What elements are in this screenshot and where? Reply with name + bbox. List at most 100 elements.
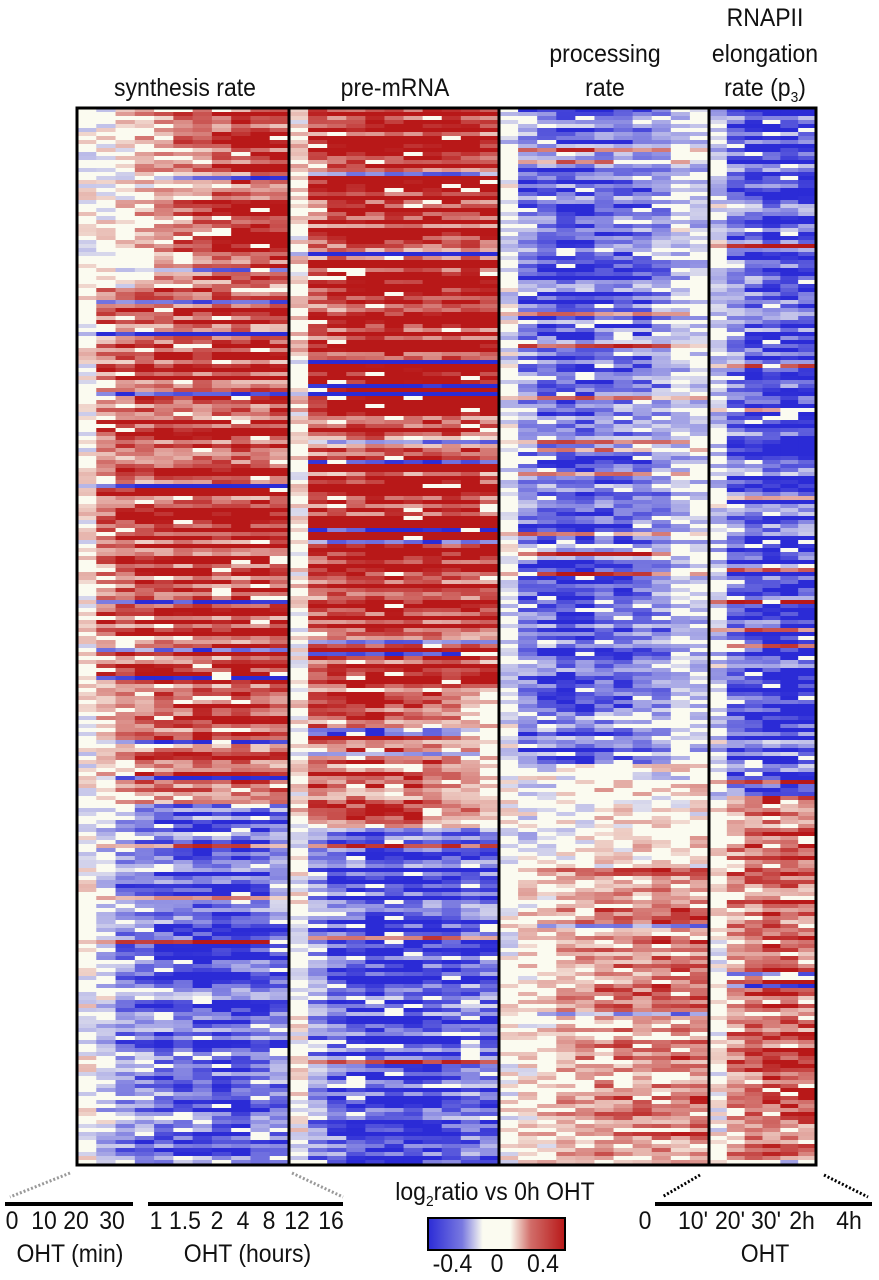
heatmap-cell: [384, 472, 404, 476]
heatmap-cell: [365, 752, 385, 756]
heatmap-cell: [365, 248, 385, 252]
heatmap-cell: [212, 132, 232, 136]
heatmap-cell: [96, 616, 116, 620]
heatmap-cell: [461, 708, 481, 712]
heatmap-cell: [96, 904, 116, 908]
heatmap-cell: [96, 272, 116, 276]
heatmap-cell: [212, 296, 232, 300]
heatmap-cell: [461, 672, 481, 676]
heatmap-cell: [135, 820, 155, 824]
heatmap-cell: [250, 264, 270, 268]
heatmap-cell: [442, 628, 462, 632]
heatmap-cell: [135, 1080, 155, 1084]
heatmap-cell: [384, 768, 404, 772]
heatmap-cell: [404, 476, 424, 480]
heatmap-cell: [308, 396, 328, 400]
heatmap-cell: [173, 948, 193, 952]
heatmap-cell: [384, 660, 404, 664]
heatmap-cell: [404, 592, 424, 596]
heatmap-cell: [327, 736, 347, 740]
heatmap-cell: [289, 120, 309, 124]
heatmap-cell: [173, 696, 193, 700]
heatmap-cell: [289, 828, 309, 832]
heatmap-cell: [480, 260, 500, 264]
heatmap-cell: [154, 464, 174, 468]
heatmap-cell: [154, 528, 174, 532]
heatmap-cell: [193, 612, 213, 616]
heatmap-cell: [384, 608, 404, 612]
heatmap-cell: [423, 640, 443, 644]
heatmap-cell: [442, 328, 462, 332]
heatmap-cell: [270, 208, 290, 212]
heatmap-cell: [308, 544, 328, 548]
heatmap-cell: [480, 236, 500, 240]
heatmap-cell: [173, 820, 193, 824]
heatmap-cell: [96, 560, 116, 564]
heatmap-cell: [270, 536, 290, 540]
heatmap-cell: [231, 184, 251, 188]
heatmap-cell: [327, 484, 347, 488]
heatmap-cell: [116, 500, 136, 504]
heatmap-cell: [96, 400, 116, 404]
heatmap-cell: [77, 796, 97, 800]
heatmap-cell: [96, 720, 116, 724]
heatmap-cell: [212, 372, 232, 376]
heatmap-cell: [250, 1040, 270, 1044]
heatmap-cell: [154, 776, 174, 780]
heatmap-cell: [404, 344, 424, 348]
heatmap-cell: [173, 620, 193, 624]
heatmap-cell: [193, 1112, 213, 1116]
heatmap-cell: [480, 180, 500, 184]
heatmap-cell: [193, 480, 213, 484]
heatmap-cell: [270, 320, 290, 324]
heatmap-cell: [231, 592, 251, 596]
heatmap-cell: [250, 1084, 270, 1088]
heatmap-cell: [327, 696, 347, 700]
heatmap-cell: [212, 792, 232, 796]
heatmap-cell: [212, 608, 232, 612]
heatmap-cell: [250, 388, 270, 392]
heatmap-cell: [212, 468, 232, 472]
heatmap-cell: [384, 432, 404, 436]
heatmap-cell: [442, 472, 462, 476]
heatmap-cell: [250, 276, 270, 280]
heatmap-cell: [327, 328, 347, 332]
heatmap-cell: [212, 924, 232, 928]
heatmap-cell: [423, 624, 443, 628]
heatmap-cell: [96, 828, 116, 832]
heatmap-cell: [135, 1044, 155, 1048]
heatmap-cell: [423, 496, 443, 500]
heatmap-cell: [173, 608, 193, 612]
heatmap-cell: [384, 284, 404, 288]
heatmap-cell: [384, 396, 404, 400]
heatmap-cell: [404, 840, 424, 844]
heatmap-cell: [96, 924, 116, 928]
heatmap-cell: [384, 360, 404, 364]
heatmap-cell: [480, 116, 500, 120]
heatmap-cell: [77, 792, 97, 796]
heatmap-cell: [212, 704, 232, 708]
heatmap-cell: [404, 132, 424, 136]
heatmap-cell: [365, 760, 385, 764]
heatmap-cell: [77, 380, 97, 384]
heatmap-cell: [270, 412, 290, 416]
heatmap-cell: [193, 936, 213, 940]
heatmap-cell: [480, 780, 500, 784]
heatmap-cell: [135, 656, 155, 660]
heatmap-cell: [346, 196, 366, 200]
heatmap-cell: [442, 808, 462, 812]
heatmap-cell: [231, 760, 251, 764]
heatmap-cell: [154, 448, 174, 452]
heatmap-cell: [423, 844, 443, 848]
heatmap-cell: [480, 312, 500, 316]
heatmap-cell: [423, 224, 443, 228]
heatmap-cell: [461, 692, 481, 696]
heatmap-cell: [173, 812, 193, 816]
heatmap-cell: [77, 924, 97, 928]
heatmap-cell: [327, 572, 347, 576]
heatmap-cell: [154, 1112, 174, 1116]
heatmap-cell: [250, 836, 270, 840]
heatmap-cell: [289, 680, 309, 684]
heatmap-cell: [270, 400, 290, 404]
heatmap-cell: [404, 820, 424, 824]
